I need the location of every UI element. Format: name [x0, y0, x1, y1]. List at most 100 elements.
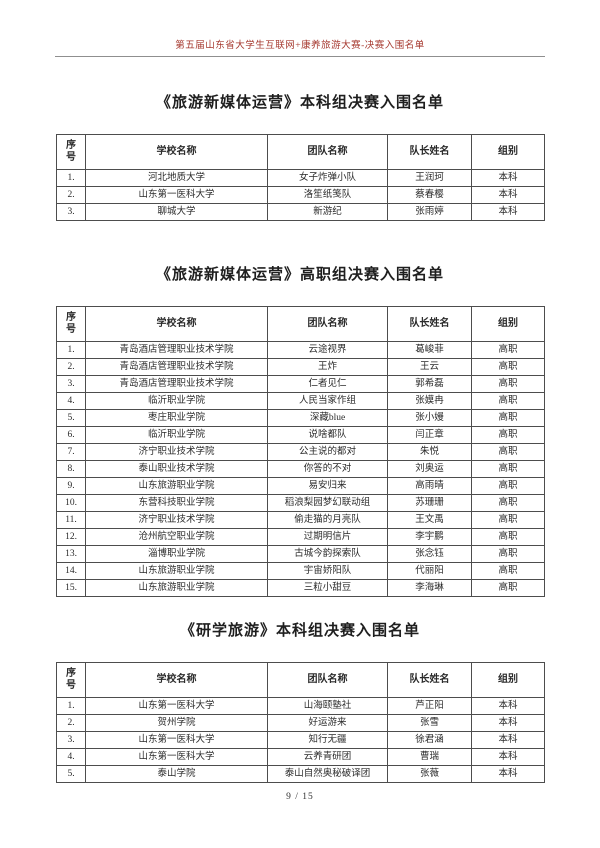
- table-cell-col-group: 本科: [471, 186, 545, 204]
- table-cell-col-leader: 徐君涵: [387, 731, 472, 749]
- table-cell-col-team: 新游纪: [267, 203, 388, 221]
- table-cell-col-group: 高职: [471, 494, 545, 512]
- table-cell-col-school: 山东第一医科大学: [85, 697, 268, 715]
- table-cell-col-leader: 张小嫚: [387, 409, 472, 427]
- table-header: 序号 学校名称 团队名称 队长姓名 组别: [56, 134, 545, 170]
- table-cell-col-school: 泰山职业技术学院: [85, 460, 268, 478]
- finalist-table-vocational-newmedia: 序号 学校名称 团队名称 队长姓名 组别 1. 青岛酒店管理职业技术学院 云途视界葛…: [56, 306, 545, 597]
- table-cell-col-group: 本科: [471, 714, 545, 732]
- table-cell-col-leader: 蔡春樱: [387, 186, 472, 204]
- table-cell-col-no: 11.: [56, 511, 86, 529]
- table-cell-col-school: 临沂职业学院: [85, 392, 268, 410]
- column-header-leader: 队长姓名: [387, 134, 472, 170]
- table-cell-col-leader: 张雨婷: [387, 203, 472, 221]
- table-row: 6. 临沂职业学院 说啥都队 闫正章 高职: [56, 426, 545, 444]
- table-cell-col-no: 10.: [56, 494, 86, 512]
- table-cell-col-no: 5.: [56, 409, 86, 427]
- table-cell-col-team: 过期明信片: [267, 528, 388, 546]
- table-cell-col-no: 5.: [56, 765, 86, 783]
- table-cell-col-team: 山海颐塾社: [267, 697, 388, 715]
- table-cell-col-leader: 代丽阳: [387, 562, 472, 580]
- table-cell-col-team: 你答的不对: [267, 460, 388, 478]
- table-cell-col-team: 好运游来: [267, 714, 388, 732]
- table-row: 4. 临沂职业学院 人民当家作组 张嫫冉 高职: [56, 392, 545, 410]
- column-header-team: 团队名称: [267, 306, 388, 342]
- table-row: 3. 山东第一医科大学 知行无疆 徐君涵 本科: [56, 731, 545, 749]
- table-cell-col-group: 高职: [471, 579, 545, 597]
- table-cell-col-school: 山东旅游职业学院: [85, 477, 268, 495]
- table-row: 14. 山东旅游职业学院 宇宙娇阳队 代丽阳 高职: [56, 562, 545, 580]
- table-header: 序号 学校名称 团队名称 队长姓名 组别: [56, 306, 545, 342]
- table-cell-col-no: 7.: [56, 443, 86, 461]
- column-header-group: 组别: [471, 662, 545, 698]
- table-row: 13. 淄博职业学院 古城今韵探索队 张念钰 高职: [56, 545, 545, 563]
- column-header-no: 序号: [56, 306, 86, 342]
- document-header-title: 第五届山东省大学生互联网+康养旅游大赛-决赛入围名单: [175, 41, 425, 51]
- table-cell-col-school: 沧州航空职业学院: [85, 528, 268, 546]
- table-cell-col-group: 本科: [471, 748, 545, 766]
- table-cell-col-leader: 张念钰: [387, 545, 472, 563]
- table-cell-col-school: 济宁职业技术学院: [85, 511, 268, 529]
- table-cell-col-leader: 曹瑞: [387, 748, 472, 766]
- table-cell-col-team: 女子炸弹小队: [267, 169, 388, 187]
- table-cell-col-no: 9.: [56, 477, 86, 495]
- table-row: 9. 山东旅游职业学院 易安归来 高雨晴 高职: [56, 477, 545, 495]
- table-cell-col-no: 13.: [56, 545, 86, 563]
- table-cell-col-leader: 芦正阳: [387, 697, 472, 715]
- table-cell-col-no: 2.: [56, 714, 86, 732]
- table-cell-col-school: 枣庄职业学院: [85, 409, 268, 427]
- table-cell-col-school: 山东旅游职业学院: [85, 562, 268, 580]
- table-row: 1. 河北地质大学 女子炸弹小队 王润珂 本科: [56, 169, 545, 187]
- table-cell-col-no: 14.: [56, 562, 86, 580]
- table-cell-col-group: 本科: [471, 765, 545, 783]
- table-cell-col-leader: 张雪: [387, 714, 472, 732]
- table-cell-col-group: 高职: [471, 341, 545, 359]
- column-header-no: 序号: [56, 662, 86, 698]
- table-cell-col-no: 8.: [56, 460, 86, 478]
- table-cell-col-no: 2.: [56, 186, 86, 204]
- table-cell-col-team: 洛笙纸笺队: [267, 186, 388, 204]
- table-row: 5. 枣庄职业学院 深藏blue 张小嫚 高职: [56, 409, 545, 427]
- table-cell-col-school: 聊城大学: [85, 203, 268, 221]
- table-row: 1. 青岛酒店管理职业技术学院 云途视界 葛峻菲 高职: [56, 341, 545, 359]
- table-cell-col-school: 泰山学院: [85, 765, 268, 783]
- table-row: 15. 山东旅游职业学院 三粒小甜豆 李海琳 高职: [56, 579, 545, 597]
- table-cell-col-no: 2.: [56, 358, 86, 376]
- column-header-group: 组别: [471, 134, 545, 170]
- table-cell-col-leader: 李宇鹏: [387, 528, 472, 546]
- table-cell-col-leader: 张薇: [387, 765, 472, 783]
- section-title-undergraduate-newmedia: 《旅游新媒体运营》本科组决赛入围名单: [155, 95, 444, 111]
- table-cell-col-leader: 朱悦: [387, 443, 472, 461]
- table-cell-col-group: 本科: [471, 203, 545, 221]
- table-cell-col-school: 河北地质大学: [85, 169, 268, 187]
- column-header-school: 学校名称: [85, 662, 268, 698]
- table-row: 2. 山东第一医科大学 洛笙纸笺队 蔡春樱 本科: [56, 186, 545, 204]
- section-title-undergraduate-studytour: 《研学旅游》本科组决赛入围名单: [179, 623, 420, 639]
- table-row: 11. 济宁职业技术学院 偷走猫的月亮队 王文禹 高职: [56, 511, 545, 529]
- table-cell-col-team: 知行无疆: [267, 731, 388, 749]
- table-cell-col-school: 青岛酒店管理职业技术学院: [85, 375, 268, 393]
- table-cell-col-leader: 刘奥运: [387, 460, 472, 478]
- table-cell-col-leader: 高雨晴: [387, 477, 472, 495]
- table-cell-col-group: 高职: [471, 511, 545, 529]
- table-cell-col-leader: 葛峻菲: [387, 341, 472, 359]
- column-header-leader: 队长姓名: [387, 662, 472, 698]
- table-cell-col-group: 高职: [471, 426, 545, 444]
- table-cell-col-school: 贺州学院: [85, 714, 268, 732]
- table-cell-col-team: 偷走猫的月亮队: [267, 511, 388, 529]
- table-cell-col-group: 高职: [471, 409, 545, 427]
- table-cell-col-team: 稻浪梨园梦幻联动组: [267, 494, 388, 512]
- table-cell-col-group: 高职: [471, 443, 545, 461]
- table-cell-col-no: 1.: [56, 341, 86, 359]
- table-cell-col-school: 临沂职业学院: [85, 426, 268, 444]
- table-cell-col-leader: 张嫫冉: [387, 392, 472, 410]
- table-cell-col-school: 山东第一医科大学: [85, 731, 268, 749]
- table-cell-col-leader: 苏珊珊: [387, 494, 472, 512]
- table-cell-col-group: 高职: [471, 545, 545, 563]
- column-header-team: 团队名称: [267, 662, 388, 698]
- table-cell-col-group: 本科: [471, 169, 545, 187]
- table-cell-col-no: 4.: [56, 392, 86, 410]
- table-header: 序号 学校名称 团队名称 队长姓名 组别: [56, 662, 545, 698]
- table-cell-col-team: 云养青研团: [267, 748, 388, 766]
